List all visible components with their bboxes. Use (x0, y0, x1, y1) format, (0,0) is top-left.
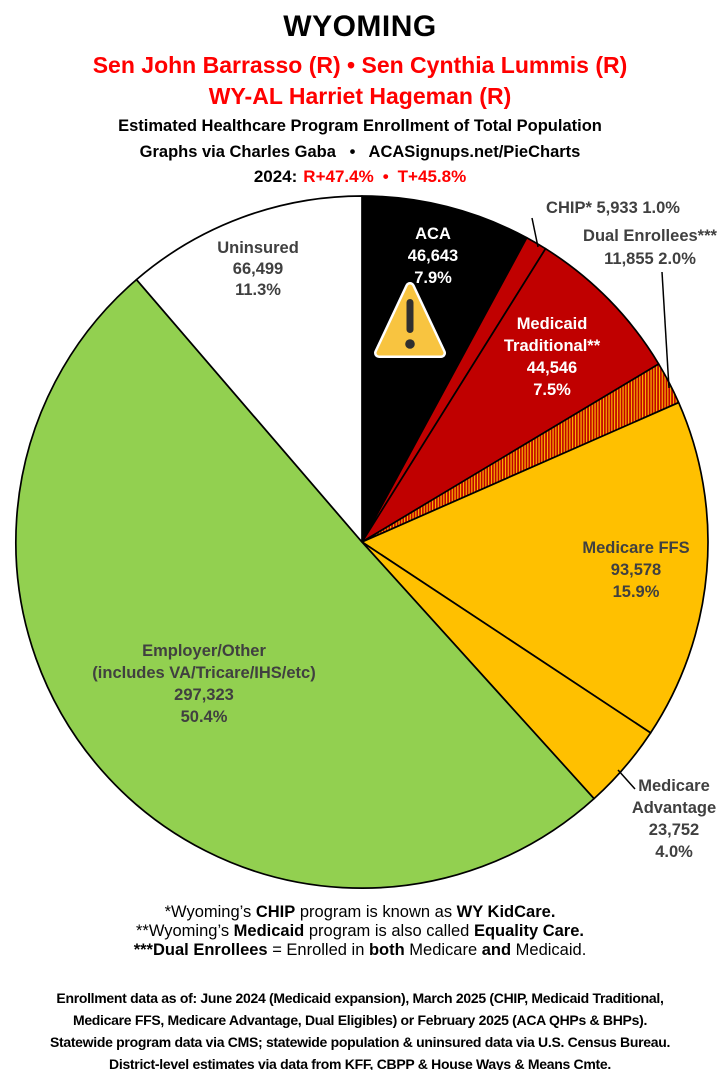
pie-label-medicare-advantage: Medicare (638, 777, 710, 795)
lean-year: 2024: (253, 167, 298, 186)
senators-line: Sen John Barrasso (R) • Sen Cynthia Lumm… (92, 52, 628, 78)
lean-bullet-icon: • (382, 167, 389, 186)
pie-label-medicare-advantage: 23,752 (649, 821, 699, 839)
footnote-line-3: ***Dual Enrollees = Enrolled in both Med… (133, 941, 587, 959)
pie-label-dual-enrollees: Dual Enrollees*** (583, 227, 717, 245)
pie-label-employer-other: Employer/Other (142, 642, 266, 660)
partisan-lean-line: 2024: R+47.4% • T+45.8% (0, 166, 720, 187)
pie-label-medicare-ffs: 93,578 (611, 561, 661, 579)
footnote-line-1: *Wyoming’s CHIP program is known as WY K… (164, 903, 556, 921)
pie-label-medicare-ffs: 15.9% (613, 583, 660, 601)
pie-label-uninsured: 11.3% (235, 281, 281, 299)
source-line: District-level estimates via data from K… (109, 1056, 611, 1070)
pie-label-employer-other: 50.4% (181, 708, 228, 726)
pie-label-medicare-advantage: 4.0% (655, 843, 693, 861)
medicare-advantage-leader (617, 769, 636, 790)
pie-label-uninsured: 66,499 (233, 260, 283, 278)
chip-leader (531, 217, 539, 248)
dual-enrollees-leader (661, 271, 670, 389)
pie-label-medicaid-traditional: 7.5% (533, 381, 571, 399)
header: WYOMING Sen John Barrasso (R) • Sen Cynt… (0, 0, 720, 187)
lean-t-margin: T+45.8% (397, 167, 467, 186)
pie-label-aca: 46,643 (408, 247, 458, 265)
lean-r-margin: R+47.4% (303, 167, 374, 186)
pie-label-chip: CHIP* 5,933 1.0% (546, 199, 680, 217)
representative-line: WY-AL Harriet Hageman (R) (208, 83, 512, 109)
source-line: Enrollment data as of: June 2024 (Medica… (56, 990, 664, 1006)
pie-label-medicaid-traditional: Traditional** (504, 337, 601, 355)
pie-label-dual-enrollees: 11,855 2.0% (604, 250, 696, 268)
pie-label-aca: ACA (415, 225, 451, 243)
pie-label-employer-other: 297,323 (174, 686, 234, 704)
slice-medicaid-traditional (361, 247, 660, 543)
credit-line: Graphs via Charles Gaba • ACASignups.net… (139, 143, 581, 161)
pie-label-aca: 7.9% (414, 269, 452, 287)
slice-uninsured (135, 195, 363, 543)
footnotes: *Wyoming’s CHIP program is known as WY K… (0, 903, 720, 960)
footnote-line-2: **Wyoming’s Medicaid program is also cal… (135, 922, 584, 940)
chart-subtitle: Estimated Healthcare Program Enrollment … (118, 117, 602, 135)
slice-employer-other (15, 278, 595, 889)
pie-label-medicare-advantage: Advantage (632, 799, 716, 817)
pie-label-medicare-ffs: Medicare FFS (582, 539, 689, 557)
pie-label-medicaid-traditional: 44,546 (527, 359, 577, 377)
pie-label-medicaid-traditional: Medicaid (517, 315, 588, 333)
pie-label-employer-other: (includes VA/Tricare/IHS/etc) (92, 664, 315, 682)
warning-icon (371, 282, 449, 360)
slice-aca (361, 195, 528, 543)
source-line: Statewide program data via CMS; statewid… (49, 1034, 671, 1050)
slice-medicare-ffs (361, 401, 709, 734)
state-title: WYOMING (283, 10, 437, 43)
source-line: Medicare FFS, Medicare Advantage, Dual E… (72, 1012, 648, 1028)
pie-label-uninsured: Uninsured (217, 239, 299, 257)
source-notes: Enrollment data as of: June 2024 (Medica… (0, 987, 720, 1070)
